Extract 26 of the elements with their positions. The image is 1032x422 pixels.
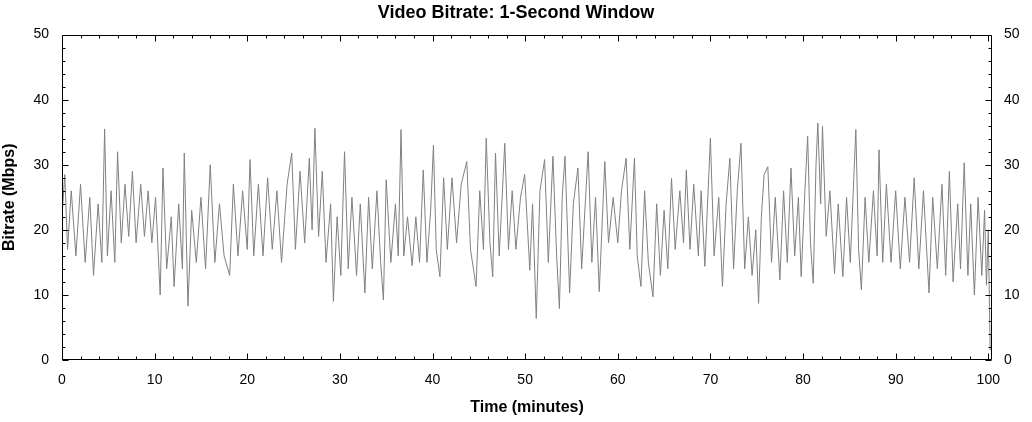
y-tick-label: 40 <box>33 90 50 107</box>
y-tick-label: 50 <box>33 25 50 42</box>
chart-title: Video Bitrate: 1-Second Window <box>377 1 656 22</box>
y-axis-title: Bitrate (Mbps) <box>0 143 18 252</box>
x-tick-label: 30 <box>332 371 348 388</box>
y2-tick-label: 30 <box>1004 155 1020 172</box>
y2-tick-label: 40 <box>1004 90 1020 107</box>
x-tick-label: 40 <box>424 371 441 388</box>
y-tick-label: 30 <box>33 155 50 172</box>
y2-tick-label: 50 <box>1004 25 1020 42</box>
x-axis-title: Time (minutes) <box>470 397 584 415</box>
x-tick-label: 80 <box>795 371 812 388</box>
y-tick-label: 20 <box>33 220 50 237</box>
x-tick-label: 50 <box>517 371 534 388</box>
x-tick-label: 90 <box>887 371 904 388</box>
y2-tick-label: 20 <box>1004 220 1020 237</box>
y2-tick-label: 10 <box>1004 285 1020 302</box>
x-tick-label: 70 <box>702 371 719 388</box>
x-tick-label: 100 <box>976 371 1001 388</box>
x-tick-label: 10 <box>146 371 163 388</box>
x-tick-label: 60 <box>609 371 626 388</box>
x-tick-label: 20 <box>239 371 256 388</box>
y-tick-label: 10 <box>33 285 50 302</box>
x-tick-label: 0 <box>58 371 67 388</box>
y-tick-label: 0 <box>41 350 50 367</box>
y2-tick-label: 0 <box>1004 350 1012 367</box>
